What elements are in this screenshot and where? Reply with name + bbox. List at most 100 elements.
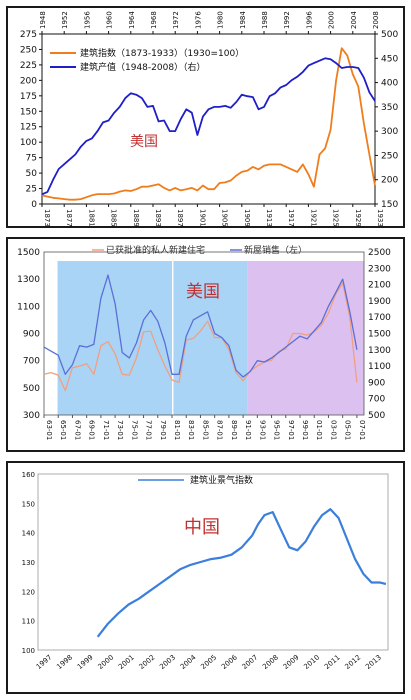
chart3-x-tick-label: 2005 — [199, 653, 218, 671]
chart3-x-tick-label: 2006 — [220, 653, 239, 671]
chart1-bottom-tick-label: 1921 — [309, 209, 317, 227]
chart3-x-tick-label: 2010 — [302, 653, 321, 671]
chart2-x-tick-label: 77-01 — [145, 420, 153, 440]
chart3-y-tick-label: 160 — [22, 471, 35, 479]
chart1-left-tick-label: 250 — [20, 45, 37, 55]
us-housing-chart: 已获批准的私人新建住宅 新屋销售（左） 美国 300 500 700 900 1100 1… — [6, 237, 405, 452]
chart1-left-tick-label: 0 — [31, 200, 37, 210]
chart1-bottom-tick-label: 1893 — [154, 209, 162, 227]
chart1-left-tick-label: 175 — [20, 92, 37, 102]
chart2-x-tick-label: 03-01 — [329, 420, 337, 440]
chart1-left-tick-label: 150 — [20, 107, 37, 117]
chart3-y-tick-label: 140 — [22, 530, 35, 538]
chart2-right-tick-label: 2100 — [368, 281, 391, 291]
chart3-title: 建筑业景气指数 — [190, 474, 253, 486]
chart1-left-tick-label: 25 — [26, 185, 37, 195]
chart3-x-tick-label: 2003 — [158, 653, 177, 671]
chart2-right-tick-label: 900 — [368, 378, 385, 388]
chart3-x-tick-label: 2000 — [96, 653, 115, 671]
chart2-x-tick-label: 87-01 — [216, 420, 224, 440]
chart3-x-tick-label: 2008 — [261, 653, 280, 671]
chart3-x-tick-label: 2013 — [364, 653, 383, 671]
chart1-bottom-tick-label: 1881 — [87, 209, 95, 227]
us-construction-index-chart: 建筑指数（1873-1933）（1930=100） 建筑产值（1948-2008… — [6, 6, 405, 228]
chart1-left-tick-label: 275 — [20, 30, 37, 40]
chart2-x-tick-label: 97-01 — [287, 420, 295, 440]
chart1-top-tick-label: 1960 — [106, 11, 114, 29]
chart1-bottom-tick-label: 1929 — [354, 209, 362, 227]
chart1-top-tick-label: 1976 — [194, 11, 202, 29]
chart2-x-tick-label: 71-01 — [102, 420, 110, 440]
chart2-x-tick-label: 93-01 — [258, 420, 266, 440]
chart1-left-tick-label: 225 — [20, 61, 37, 71]
chart1-top-tick-label: 2008 — [372, 11, 380, 29]
chart3-x-tick-label: 1999 — [76, 653, 95, 671]
chart2-right-tick-label: 1900 — [368, 297, 391, 307]
chart3-y-tick-label: 100 — [22, 647, 35, 655]
chart3-x-tick-label: 2002 — [138, 653, 157, 671]
chart1-top-tick-label: 1956 — [83, 11, 91, 29]
chart3-x-tick-label: 1998 — [55, 653, 74, 671]
chart3-country-annotation: 中国 — [184, 517, 220, 538]
chart1-bottom-tick-label: 1873 — [43, 209, 51, 227]
chart3-y-tick-label: 150 — [22, 500, 35, 508]
china-construction-index-chart: 建筑业景气指数 中国 100 110 120 130 140 150 160 1997 1998… — [6, 461, 405, 694]
chart3-x-tick-label: 2004 — [179, 653, 198, 671]
chart2-x-tick-label: 69-01 — [88, 420, 96, 440]
chart2-x-tick-label: 95-01 — [273, 420, 281, 440]
chart2-left-tick-label: 700 — [23, 357, 40, 367]
chart2-svg: 已获批准的私人新建住宅 新屋销售（左） 美国 300 500 700 900 1100 1… — [17, 244, 391, 440]
chart2-x-tick-label: 99-01 — [301, 420, 309, 440]
chart2-left-tick-label: 1500 — [17, 248, 40, 258]
chart3-x-tick-label: 2007 — [241, 653, 260, 671]
chart1-top-tick-label: 1972 — [172, 11, 180, 29]
chart1-bottom-tick-label: 1889 — [132, 209, 140, 227]
chart2-x-tick-label: 63-01 — [45, 420, 53, 440]
chart3-svg: 建筑业景气指数 中国 100 110 120 130 140 150 160 1997 1998… — [22, 471, 389, 671]
chart1-left-tick-label: 100 — [20, 138, 37, 148]
chart1-bottom-tick-label: 1901 — [198, 209, 206, 227]
chart3-y-tick-label: 130 — [22, 559, 35, 567]
chart3-x-tick-label: 2012 — [344, 653, 363, 671]
chart1-top-tick-label: 1952 — [61, 11, 69, 29]
chart1-bottom-tick-label: 1905 — [221, 209, 229, 227]
chart2-right-tick-label: 500 — [368, 411, 385, 421]
chart2-shaded-region-1 — [57, 261, 173, 415]
chart1-bottom-tick-label: 1909 — [243, 209, 251, 227]
chart3-x-tick-label: 2009 — [282, 653, 301, 671]
chart2-right-tick-label: 1700 — [368, 313, 391, 323]
chart1-right-tick-label: 250 — [381, 151, 398, 161]
chart1-top-tick-label: 1968 — [150, 11, 158, 29]
chart1-left-tick-label: 200 — [20, 76, 37, 86]
chart2-country-annotation: 美国 — [186, 282, 220, 302]
chart2-legend-label-orange: 已获批准的私人新建住宅 — [106, 244, 205, 256]
chart2-x-tick-label: 07-01 — [358, 420, 366, 440]
chart2-x-tick-label: 79-01 — [159, 420, 167, 440]
chart1-plot-frame — [41, 33, 376, 205]
chart1-country-annotation: 美国 — [130, 134, 158, 150]
chart2-x-tick-label: 81-01 — [173, 420, 181, 440]
chart1-right-tick-label: 500 — [381, 30, 398, 40]
chart1-legend: 建筑指数（1873-1933）（1930=100） 建筑产值（1948-2008… — [50, 47, 244, 73]
chart1-right-tick-label: 300 — [381, 127, 398, 137]
chart2-left-tick-label: 1100 — [17, 302, 40, 312]
chart1-top-tick-label: 1948 — [39, 11, 47, 29]
chart2-left-tick-label: 300 — [23, 411, 40, 421]
chart1-bottom-tick-label: 1925 — [332, 209, 340, 227]
chart2-right-tick-label: 1100 — [368, 362, 391, 372]
chart2-x-tick-label: 05-01 — [344, 420, 352, 440]
chart1-bottom-tick-label: 1933 — [376, 209, 384, 227]
chart1-top-tick-label: 2000 — [328, 11, 336, 29]
chart2-right-tick-label: 1500 — [368, 330, 391, 340]
chart2-x-tick-label: 01-01 — [315, 420, 323, 440]
chart1-legend-label-blue: 建筑产值（1948-2008）（右） — [80, 61, 206, 73]
chart2-x-tick-label: 91-01 — [244, 420, 252, 440]
chart1-bottom-tick-label: 1917 — [287, 209, 295, 227]
chart1-svg: 建筑指数（1873-1933）（1930=100） 建筑产值（1948-2008… — [20, 11, 399, 227]
chart2-legend: 已获批准的私人新建住宅 新屋销售（左） — [92, 244, 307, 256]
chart1-right-tick-label: 150 — [381, 200, 398, 210]
chart2-x-tick-label: 73-01 — [116, 420, 124, 440]
chart3-y-tick-label: 110 — [22, 618, 35, 626]
chart1-top-tick-label: 1964 — [128, 11, 136, 29]
chart2-legend-label-blue: 新屋销售（左） — [244, 244, 307, 256]
